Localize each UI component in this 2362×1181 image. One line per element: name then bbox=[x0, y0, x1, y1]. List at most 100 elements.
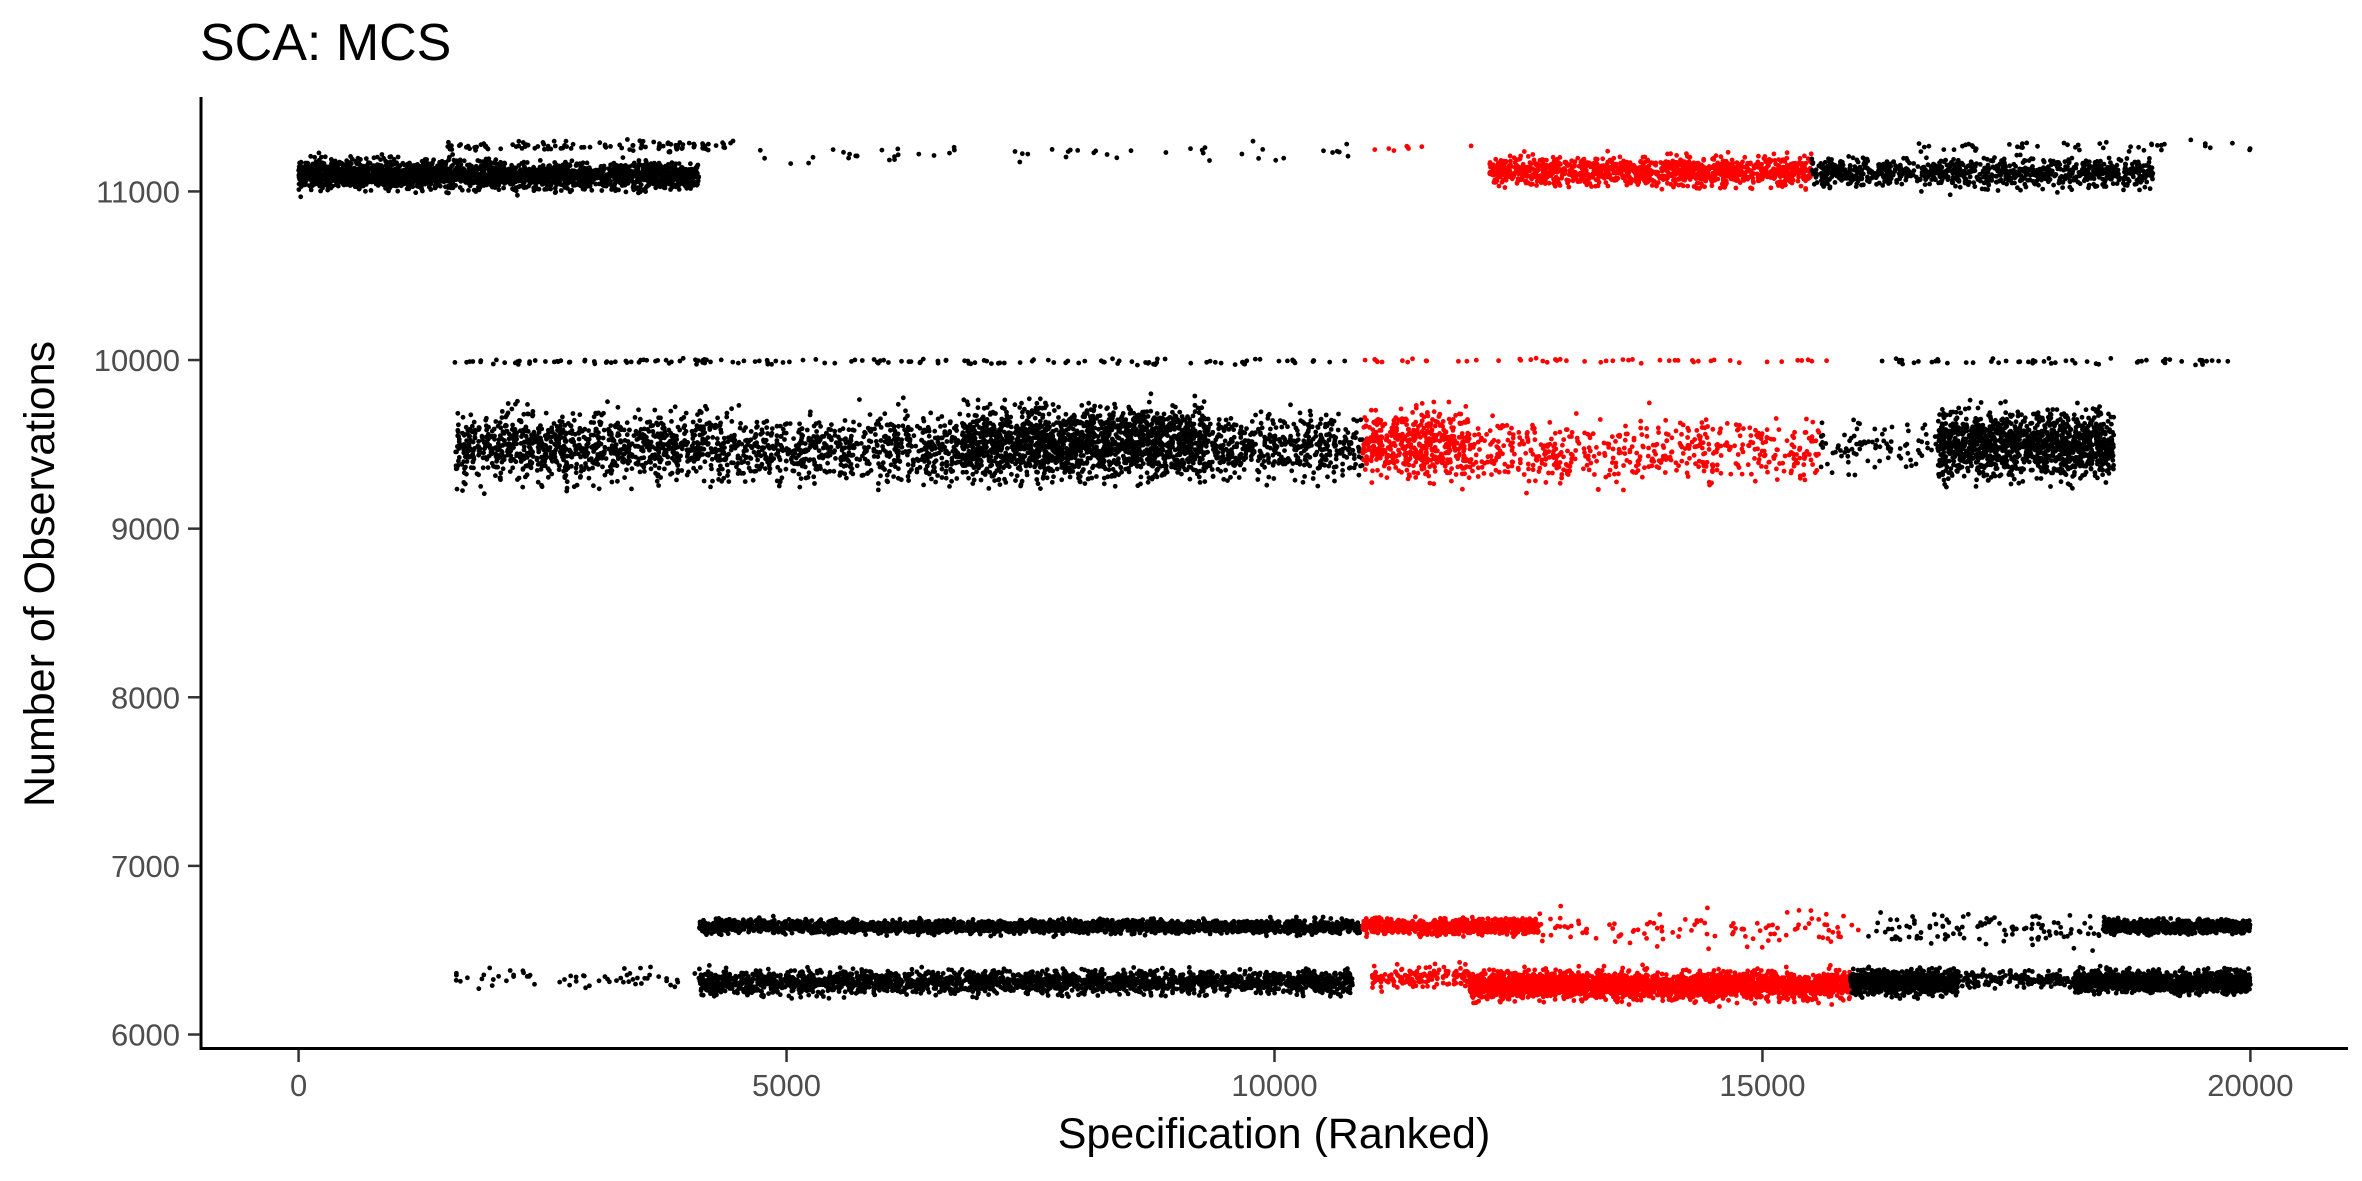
data-point bbox=[1990, 356, 1996, 361]
highlighted-point bbox=[1676, 182, 1681, 188]
data-point bbox=[1941, 147, 1947, 153]
data-point bbox=[1995, 188, 2001, 193]
data-point bbox=[1977, 172, 1983, 177]
highlighted-point bbox=[1726, 173, 1732, 178]
data-point bbox=[634, 185, 640, 191]
highlighted-point bbox=[1489, 172, 1495, 177]
data-point bbox=[1915, 164, 1921, 169]
data-point bbox=[1883, 161, 1889, 167]
data-point bbox=[570, 178, 576, 184]
data-point bbox=[2037, 166, 2042, 172]
data-point bbox=[1832, 180, 1838, 185]
data-point bbox=[2008, 170, 2014, 176]
highlighted-point bbox=[1589, 184, 1594, 189]
data-point bbox=[1951, 166, 1957, 172]
data-point bbox=[2162, 360, 2168, 366]
data-point bbox=[2100, 169, 2106, 175]
data-point bbox=[516, 138, 522, 144]
highlighted-point bbox=[1691, 359, 1696, 365]
data-point bbox=[2047, 169, 2053, 175]
highlighted-point bbox=[1706, 164, 1712, 169]
data-point bbox=[526, 183, 531, 189]
data-point bbox=[502, 360, 508, 366]
data-point bbox=[379, 152, 385, 157]
data-point bbox=[972, 360, 978, 366]
data-point bbox=[315, 180, 320, 186]
data-point bbox=[396, 169, 402, 175]
data-point bbox=[494, 169, 500, 174]
highlighted-point bbox=[1642, 154, 1648, 160]
highlighted-point bbox=[1791, 165, 1796, 170]
data-point bbox=[1252, 356, 1258, 362]
highlighted-point bbox=[1491, 179, 1497, 185]
data-point bbox=[2007, 163, 2013, 169]
data-point bbox=[499, 179, 505, 185]
data-point bbox=[2042, 171, 2047, 176]
highlighted-point bbox=[1697, 186, 1702, 191]
data-point bbox=[312, 154, 318, 160]
data-point bbox=[679, 181, 685, 186]
data-point bbox=[2077, 181, 2083, 187]
data-point bbox=[2123, 166, 2128, 172]
data-point bbox=[1823, 179, 1828, 185]
data-point bbox=[612, 359, 618, 365]
data-point bbox=[2063, 164, 2069, 170]
data-point bbox=[446, 139, 451, 145]
data-point bbox=[501, 166, 507, 171]
highlighted-point bbox=[1743, 174, 1749, 179]
data-point bbox=[560, 166, 566, 172]
highlighted-point bbox=[1691, 160, 1696, 166]
data-point bbox=[705, 147, 711, 153]
data-point bbox=[700, 146, 706, 151]
highlighted-point bbox=[1777, 174, 1783, 180]
data-point bbox=[2003, 173, 2009, 179]
highlighted-point bbox=[1675, 358, 1681, 363]
data-point bbox=[323, 180, 328, 186]
highlighted-point bbox=[1537, 157, 1543, 163]
highlighted-point bbox=[1742, 154, 1748, 160]
data-point bbox=[1810, 161, 1816, 167]
data-point bbox=[931, 153, 937, 158]
highlighted-point bbox=[1464, 358, 1470, 364]
highlighted-point bbox=[1805, 176, 1811, 182]
data-point bbox=[1933, 165, 1939, 171]
highlighted-point bbox=[1703, 169, 1709, 175]
data-point bbox=[506, 168, 512, 173]
data-point bbox=[499, 409, 505, 414]
data-point bbox=[2193, 362, 2198, 368]
data-point bbox=[2137, 187, 2142, 193]
data-point bbox=[1104, 152, 1110, 157]
data-point bbox=[582, 357, 588, 363]
data-point bbox=[1212, 359, 1218, 365]
data-point bbox=[338, 166, 344, 172]
data-point bbox=[887, 157, 892, 163]
data-point bbox=[1922, 182, 1928, 188]
data-point bbox=[1813, 174, 1819, 180]
data-point bbox=[1996, 360, 2001, 366]
data-point bbox=[708, 359, 713, 365]
data-point bbox=[430, 160, 435, 166]
data-point bbox=[676, 161, 682, 167]
highlighted-point bbox=[1557, 356, 1563, 362]
highlighted-point bbox=[1507, 153, 1513, 159]
data-point bbox=[2014, 152, 2020, 158]
highlighted-point bbox=[1496, 183, 1502, 189]
data-point bbox=[1904, 155, 1909, 161]
data-point bbox=[1986, 182, 1992, 188]
highlighted-point bbox=[1598, 359, 1604, 365]
data-point bbox=[569, 187, 575, 193]
highlighted-point bbox=[1722, 174, 1728, 180]
data-point bbox=[1847, 163, 1853, 168]
data-point bbox=[1976, 177, 1982, 182]
data-point bbox=[656, 146, 662, 152]
highlighted-point bbox=[1419, 144, 1425, 150]
data-point bbox=[1345, 153, 1351, 159]
highlighted-point bbox=[1531, 167, 1536, 173]
data-point bbox=[1250, 138, 1256, 144]
highlighted-point bbox=[1732, 169, 1738, 175]
data-point bbox=[636, 178, 642, 184]
data-point bbox=[1204, 359, 1210, 365]
data-point bbox=[457, 185, 463, 190]
highlighted-point bbox=[1590, 174, 1596, 180]
data-point bbox=[2207, 145, 2213, 151]
